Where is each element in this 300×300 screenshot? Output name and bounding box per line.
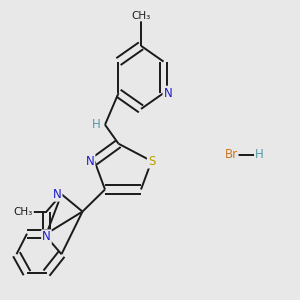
Text: CH₃: CH₃ (14, 207, 33, 217)
Text: H: H (92, 118, 100, 131)
Text: N: N (86, 154, 94, 168)
Text: N: N (53, 188, 62, 201)
Text: N: N (42, 230, 51, 243)
Text: CH₃: CH₃ (131, 11, 151, 20)
Text: N: N (164, 87, 172, 100)
Text: Br: Br (224, 148, 238, 161)
Text: H: H (255, 148, 264, 161)
Text: S: S (148, 154, 155, 168)
